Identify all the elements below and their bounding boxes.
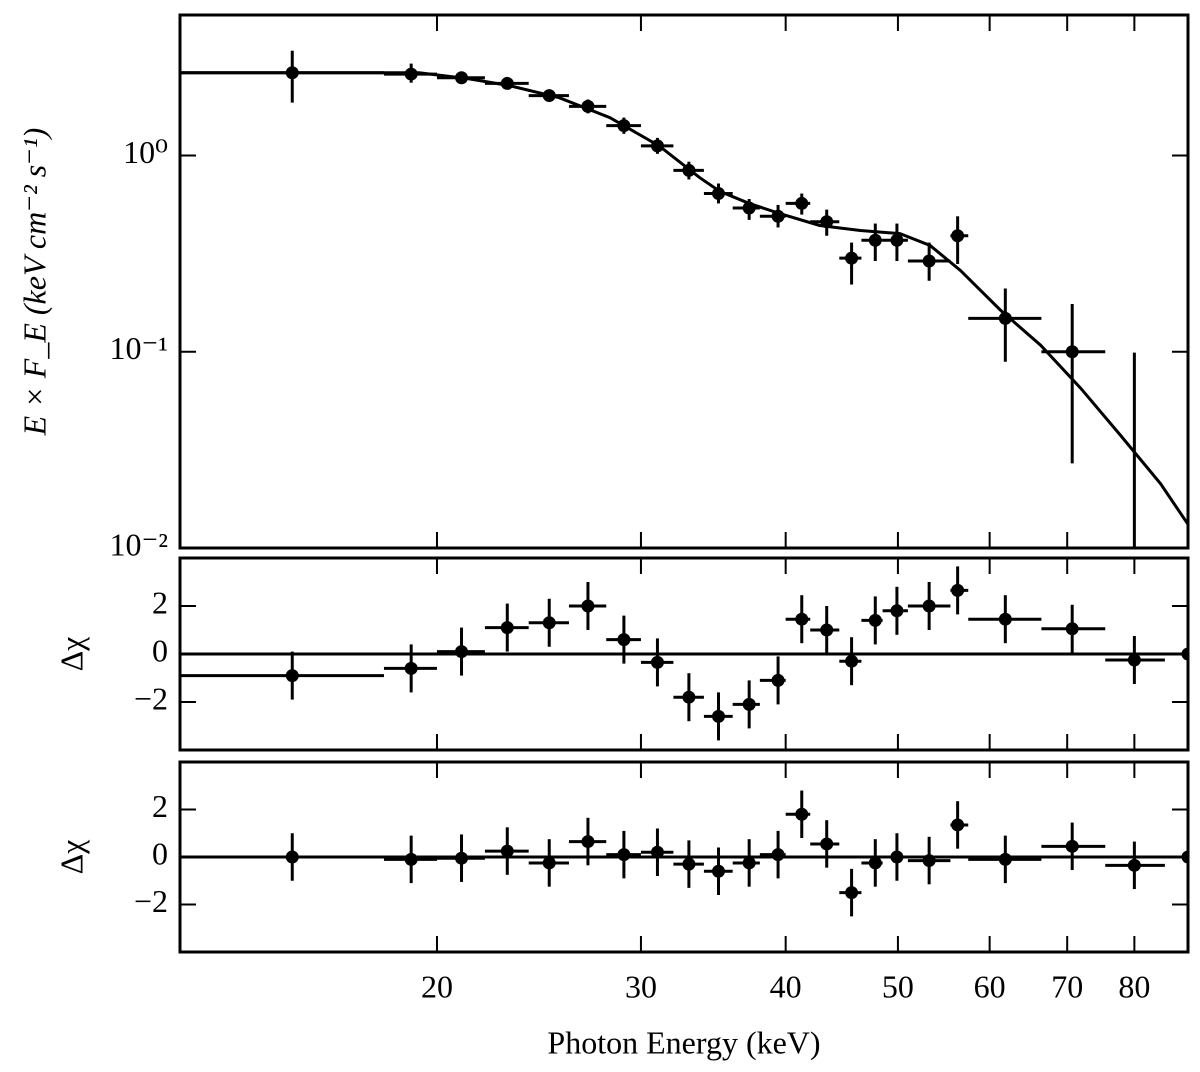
data-point	[922, 599, 936, 613]
data-point	[771, 848, 785, 862]
y-tick-label: −2	[134, 680, 168, 716]
data-point	[820, 623, 834, 637]
y-tick-label: −2	[134, 883, 168, 919]
data-point	[711, 187, 725, 201]
data-point	[581, 99, 595, 113]
data-point	[795, 196, 809, 210]
data-point	[845, 886, 859, 900]
data-point	[998, 612, 1012, 626]
data-point	[500, 621, 514, 635]
data-point	[890, 233, 904, 247]
data-point	[820, 215, 834, 229]
data-point	[795, 807, 809, 821]
y-tick-label: 10⁰	[123, 134, 168, 170]
x-tick-label: 70	[1051, 968, 1083, 1004]
data-point	[771, 673, 785, 687]
data-point	[951, 818, 965, 832]
data-point	[617, 633, 631, 647]
data-point	[404, 661, 418, 675]
data-point	[500, 844, 514, 858]
data-point	[922, 854, 936, 868]
data-point	[285, 669, 299, 683]
y-tick-label: 2	[152, 584, 168, 620]
panel-plot	[180, 50, 1188, 548]
panel-frame	[178, 760, 1190, 954]
data-point	[845, 251, 859, 265]
data-point	[742, 856, 756, 870]
data-point	[404, 852, 418, 866]
data-point	[650, 845, 664, 859]
data-point	[951, 583, 965, 597]
data-point	[581, 599, 595, 613]
data-point	[285, 850, 299, 864]
data-point	[581, 835, 595, 849]
data-point	[500, 76, 514, 90]
panel-frame	[178, 556, 1190, 752]
data-point	[455, 71, 469, 85]
data-point	[951, 229, 965, 243]
data-point	[1065, 839, 1079, 853]
model-line	[180, 71, 1188, 526]
data-point	[1127, 653, 1141, 667]
x-tick-label: 30	[625, 968, 657, 1004]
data-point	[868, 233, 882, 247]
data-point	[890, 850, 904, 864]
panel-plot	[180, 566, 1188, 741]
x-tick-label: 20	[421, 968, 453, 1004]
data-point	[742, 201, 756, 215]
data-point	[542, 616, 556, 630]
data-point	[682, 690, 696, 704]
data-point	[868, 856, 882, 870]
data-point	[682, 857, 696, 871]
y-tick-label: 10⁻¹	[110, 330, 168, 366]
data-point	[455, 645, 469, 659]
y-tick-label: 2	[152, 788, 168, 824]
data-point	[711, 864, 725, 878]
x-tick-label: 80	[1118, 968, 1150, 1004]
data-point	[650, 655, 664, 669]
x-tick-label: 50	[882, 968, 914, 1004]
data-point	[1065, 622, 1079, 636]
data-point	[617, 119, 631, 133]
data-point	[542, 856, 556, 870]
y-axis-label: Δχ	[53, 839, 89, 875]
data-point	[1127, 858, 1141, 872]
panel-plot	[180, 790, 1188, 917]
data-point	[617, 848, 631, 862]
data-point	[820, 837, 834, 851]
y-axis-label: Δχ	[53, 636, 89, 672]
data-point	[998, 852, 1012, 866]
data-point	[455, 851, 469, 865]
x-tick-label: 60	[974, 968, 1006, 1004]
y-tick-label: 0	[152, 835, 168, 871]
panel-frame	[178, 13, 1190, 550]
data-point	[682, 163, 696, 177]
y-tick-label: 10⁻²	[110, 526, 168, 562]
data-point	[711, 709, 725, 723]
y-axis-label: E × F_E (keV cm⁻² s⁻¹)	[16, 128, 52, 437]
data-point	[890, 604, 904, 618]
data-point	[1065, 345, 1079, 359]
data-point	[795, 612, 809, 626]
data-point	[922, 254, 936, 268]
data-point	[650, 139, 664, 153]
data-point	[742, 697, 756, 711]
x-axis-label: Photon Energy (keV)	[547, 1024, 820, 1060]
data-point	[771, 209, 785, 223]
y-tick-label: 0	[152, 632, 168, 668]
data-point	[285, 66, 299, 80]
data-point	[542, 89, 556, 103]
data-point	[998, 311, 1012, 325]
x-tick-label: 40	[770, 968, 802, 1004]
data-point	[404, 67, 418, 81]
data-point	[868, 613, 882, 627]
data-point	[845, 654, 859, 668]
